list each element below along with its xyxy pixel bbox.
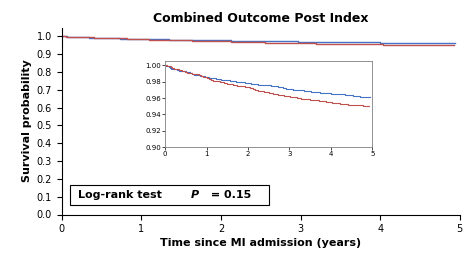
Text: = 0.15: = 0.15 <box>207 190 251 200</box>
X-axis label: Time since MI admission (years): Time since MI admission (years) <box>160 238 361 248</box>
Bar <box>70 185 269 205</box>
Text: Log-rank test: Log-rank test <box>78 190 165 200</box>
Text: P: P <box>191 190 199 200</box>
Title: Combined Outcome Post Index: Combined Outcome Post Index <box>153 12 368 25</box>
Y-axis label: Survival probability: Survival probability <box>22 60 32 182</box>
